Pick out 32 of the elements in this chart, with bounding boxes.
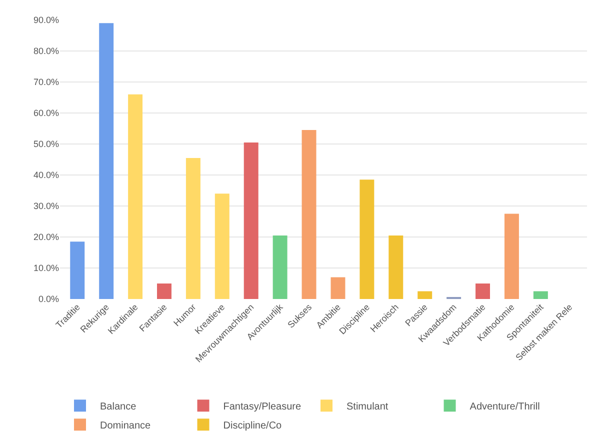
y-tick-label: 90.0%: [33, 15, 59, 26]
legend-label: Fantasy/Pleasure: [223, 401, 302, 412]
legend-label: Discipline/Co: [223, 420, 282, 432]
bar: [186, 158, 200, 299]
legend-label: Balance: [100, 401, 137, 412]
y-tick-label: 60.0%: [33, 108, 59, 118]
bar: [70, 242, 85, 299]
bar: [533, 291, 548, 299]
bar: [128, 94, 143, 299]
bar: [330, 277, 346, 299]
y-tick-label: 0.0%: [38, 294, 59, 304]
bar: [360, 180, 374, 299]
bar: [157, 284, 172, 299]
bar: [272, 235, 288, 299]
bar: [388, 235, 404, 299]
legend-label: Dominance: [100, 420, 152, 432]
legend-label: Stimulant: [346, 401, 388, 412]
y-tick-label: 40.0%: [33, 170, 59, 180]
y-tick-label: 80.0%: [33, 46, 59, 56]
y-tick-label: 20.0%: [33, 232, 59, 242]
bar: [504, 214, 519, 299]
bar: [302, 130, 316, 299]
bar: [418, 291, 432, 299]
y-tick-label: 50.0%: [33, 139, 59, 150]
y-tick-label: 70.0%: [33, 77, 59, 88]
bar: [244, 142, 258, 299]
bar: [476, 284, 490, 299]
y-tick-label: 10.0%: [33, 263, 59, 274]
legend-label: Adventure/Thrill: [470, 401, 540, 412]
bar: [99, 23, 114, 299]
bar: [214, 194, 230, 299]
y-tick-label: 30.0%: [33, 201, 59, 212]
